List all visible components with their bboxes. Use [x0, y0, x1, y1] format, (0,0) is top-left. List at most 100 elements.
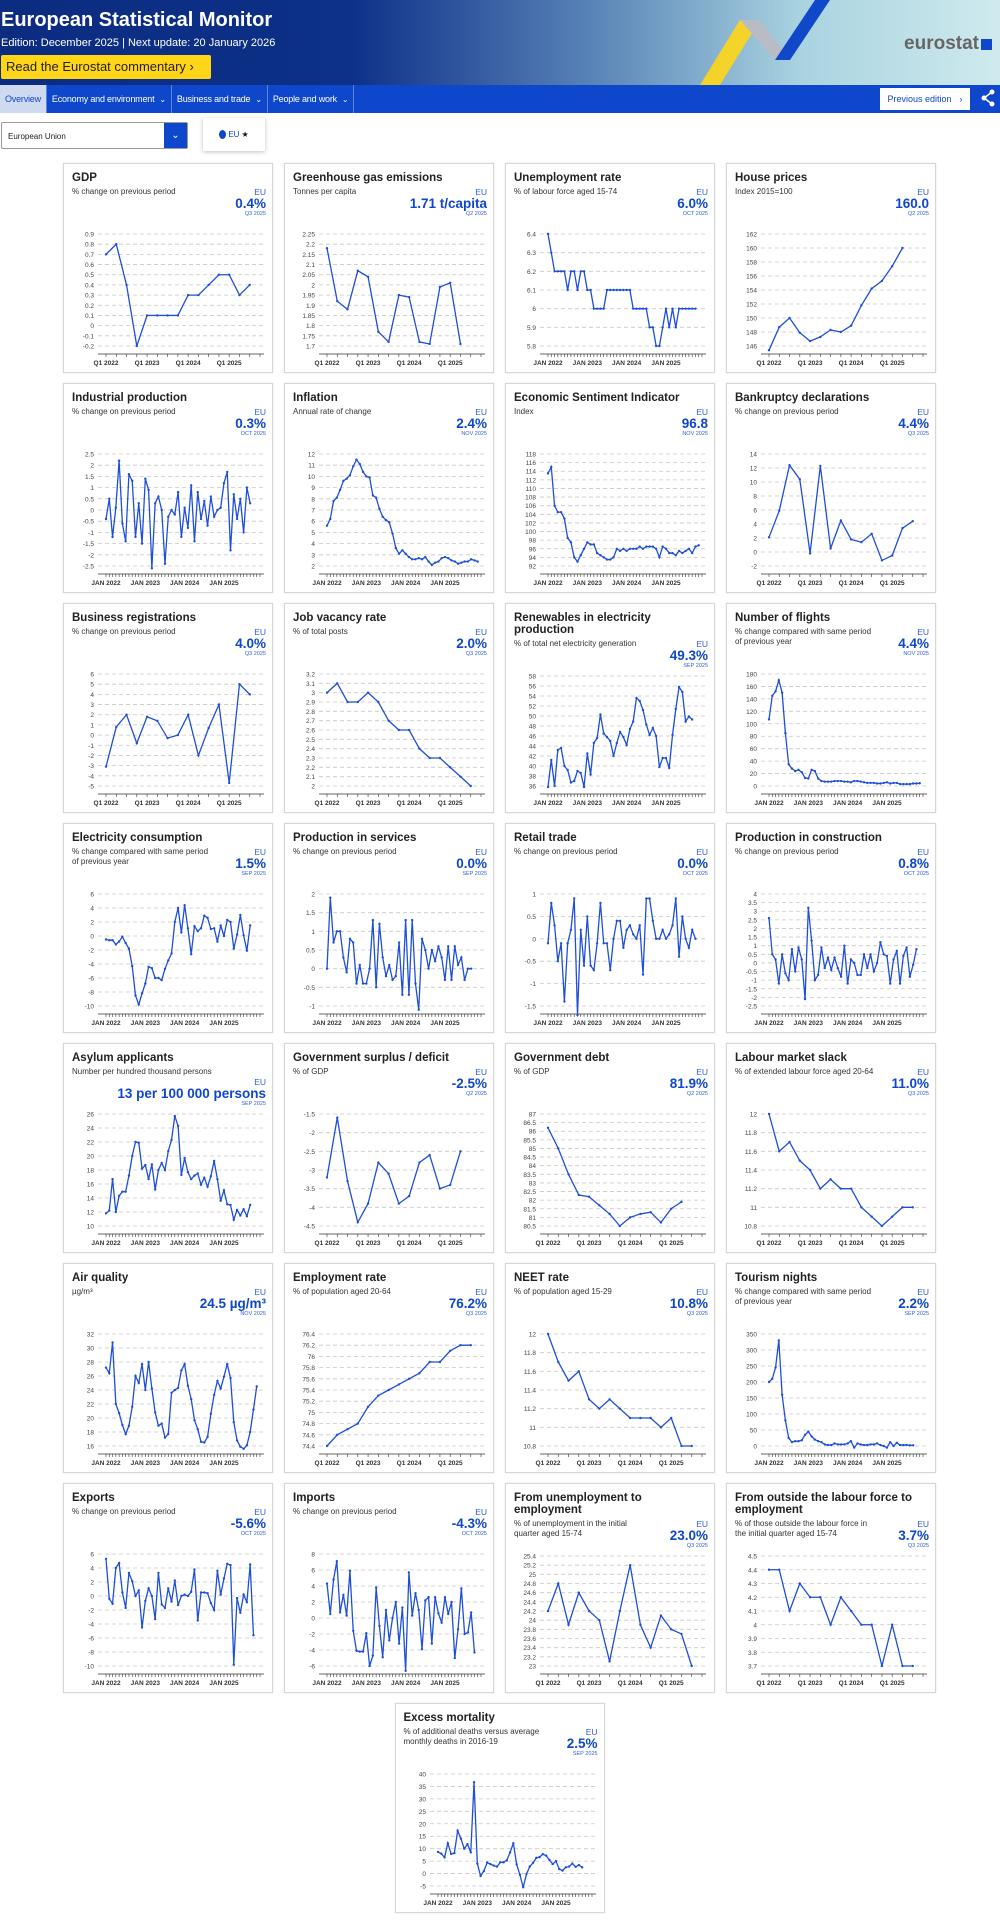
data-point [203, 914, 206, 917]
data-point [104, 765, 108, 768]
commentary-button[interactable]: Read the Eurostat commentary › [1, 55, 211, 79]
y-tick-label: -0.2 [83, 344, 95, 351]
data-point [605, 558, 609, 561]
y-tick-label: 52 [529, 704, 537, 711]
indicator-card[interactable]: NEET rate % of population aged 15-29 EU 1… [505, 1263, 715, 1473]
card-latest-value: EU 96.8 NOV 2025 [682, 407, 708, 438]
data-point [163, 1168, 167, 1172]
y-tick-label: 104 [525, 512, 536, 519]
indicator-card[interactable]: Air quality µg/m³ EU 24.5 µg/m³ NOV 2025 16… [63, 1263, 273, 1473]
indicator-card[interactable]: Imports % change on previous period EU -4… [284, 1483, 494, 1693]
indicator-card[interactable]: Government surplus / deficit % of GDP EU… [284, 1043, 494, 1253]
indicator-card[interactable]: Renewables in electricity production % o… [505, 603, 715, 813]
indicator-card[interactable]: Tourism nights % change compared with sa… [726, 1263, 936, 1473]
data-point [131, 479, 134, 483]
data-point [577, 1370, 580, 1373]
y-tick-label: -1 [309, 1004, 315, 1011]
tab-overview[interactable]: Overview [0, 85, 47, 113]
x-tick-label: JAN 2024 [612, 800, 642, 807]
indicator-card[interactable]: Economic Sentiment Indicator Index EU 96.… [505, 383, 715, 593]
data-point [807, 1430, 810, 1433]
chevron-down-icon: ⌄ [341, 94, 349, 104]
data-point [397, 1383, 401, 1386]
y-tick-label: 24.2 [523, 1609, 536, 1616]
tab-people-work[interactable]: People and work ⌄ [268, 85, 355, 113]
data-point [648, 545, 651, 548]
x-tick-label: JAN 2022 [91, 1240, 121, 1247]
data-point [794, 970, 797, 973]
previous-edition-button[interactable]: Previous edition › [880, 88, 970, 110]
data-point [767, 718, 771, 721]
indicator-card[interactable]: Excess mortality % of additional deaths … [394, 1703, 605, 1913]
value: 0.4% [235, 196, 266, 211]
series-line [547, 233, 696, 347]
star-icon[interactable]: ★ [241, 130, 249, 139]
indicator-card[interactable]: Industrial production % change on previo… [63, 383, 273, 593]
data-point [450, 1600, 453, 1604]
data-point [560, 1869, 564, 1872]
data-point [183, 1362, 186, 1366]
indicator-card[interactable]: Greenhouse gas emissions Tonnes per capi… [284, 163, 494, 373]
data-point [488, 1862, 492, 1866]
indicator-card[interactable]: Production in construction % change on p… [726, 823, 936, 1033]
data-point [631, 933, 635, 936]
data-point [345, 971, 348, 974]
tab-business-trade[interactable]: Business and trade ⌄ [172, 85, 268, 113]
x-tick-label: JAN 2024 [170, 1020, 200, 1027]
data-point [407, 993, 411, 996]
data-point [518, 1873, 521, 1876]
data-point [325, 524, 329, 527]
indicator-card[interactable]: Production in services % change on previ… [284, 823, 494, 1033]
data-point [437, 945, 440, 948]
y-tick-label: 6.2 [527, 269, 536, 276]
x-tick-label: JAN 2023 [794, 1460, 824, 1467]
indicator-card[interactable]: Government debt % of GDP EU 81.9% Q2 2025 8… [505, 1043, 715, 1253]
indicator-card[interactable]: Employment rate % of population aged 20-… [284, 1263, 494, 1473]
series-line [326, 1561, 476, 1671]
y-tick-label: 14 [87, 1196, 95, 1203]
data-point [798, 1159, 801, 1162]
indicator-card[interactable]: Bankruptcy declarations % change on prev… [726, 383, 936, 593]
tab-economy-environment[interactable]: Economy and environment ⌄ [47, 85, 172, 113]
value: 23.0% [669, 1528, 708, 1543]
x-tick-label: Q1 2024 [618, 1240, 643, 1247]
data-point [183, 904, 186, 907]
data-point [449, 281, 452, 285]
data-point [602, 732, 605, 735]
indicator-card[interactable]: Exports % change on previous period EU -5… [63, 1483, 273, 1693]
indicator-card[interactable]: From unemployment to employment % of une… [505, 1483, 715, 1693]
eurostat-logo[interactable]: eurostat [904, 33, 992, 55]
indicator-card[interactable]: Number of flights % change compared with… [726, 603, 936, 813]
data-point [229, 1564, 232, 1567]
data-point [427, 560, 430, 563]
x-tick-label: JAN 2025 [430, 1020, 460, 1027]
indicator-card[interactable]: Labour market slack % of extended labour… [726, 1043, 936, 1253]
data-point [476, 560, 479, 563]
period: Q2 2025 [907, 211, 929, 217]
indicator-card[interactable]: From outside the labour force to employm… [726, 1483, 936, 1693]
chevron-down-icon[interactable]: ⌄ [164, 123, 187, 148]
value: 0.8% [898, 856, 929, 871]
indicator-card[interactable]: Unemployment rate % of labour force aged… [505, 163, 715, 373]
data-point [550, 251, 553, 254]
share-icon[interactable] [981, 89, 995, 111]
y-tick-label: 146 [746, 344, 757, 351]
data-point [566, 942, 569, 945]
indicator-card[interactable]: GDP % change on previous period EU 0.4% Q3… [63, 163, 273, 373]
indicator-card[interactable]: Job vacancy rate % of total posts EU 2.0%… [284, 603, 494, 813]
data-point [579, 554, 582, 557]
x-tick-label: Q1 2022 [757, 580, 782, 587]
country-select[interactable]: European Union ⌄ [1, 122, 188, 149]
y-tick-label: 2.5 [85, 452, 94, 459]
y-tick-label: 2.8 [306, 709, 315, 716]
data-point [628, 1416, 632, 1420]
indicator-card[interactable]: Inflation Annual rate of change EU 2.4% NO… [284, 383, 494, 593]
data-point [559, 942, 563, 945]
data-point [216, 940, 219, 943]
indicator-card[interactable]: House prices Index 2015=100 EU 160.0 Q2 20… [726, 163, 936, 373]
y-tick-label: 85.5 [523, 1137, 536, 1144]
indicator-card[interactable]: Business registrations % change on previ… [63, 603, 273, 813]
indicator-card[interactable]: Retail trade % change on previous period… [505, 823, 715, 1033]
indicator-card[interactable]: Electricity consumption % change compare… [63, 823, 273, 1033]
indicator-card[interactable]: Asylum applicants Number per hundred tho… [63, 1043, 273, 1253]
